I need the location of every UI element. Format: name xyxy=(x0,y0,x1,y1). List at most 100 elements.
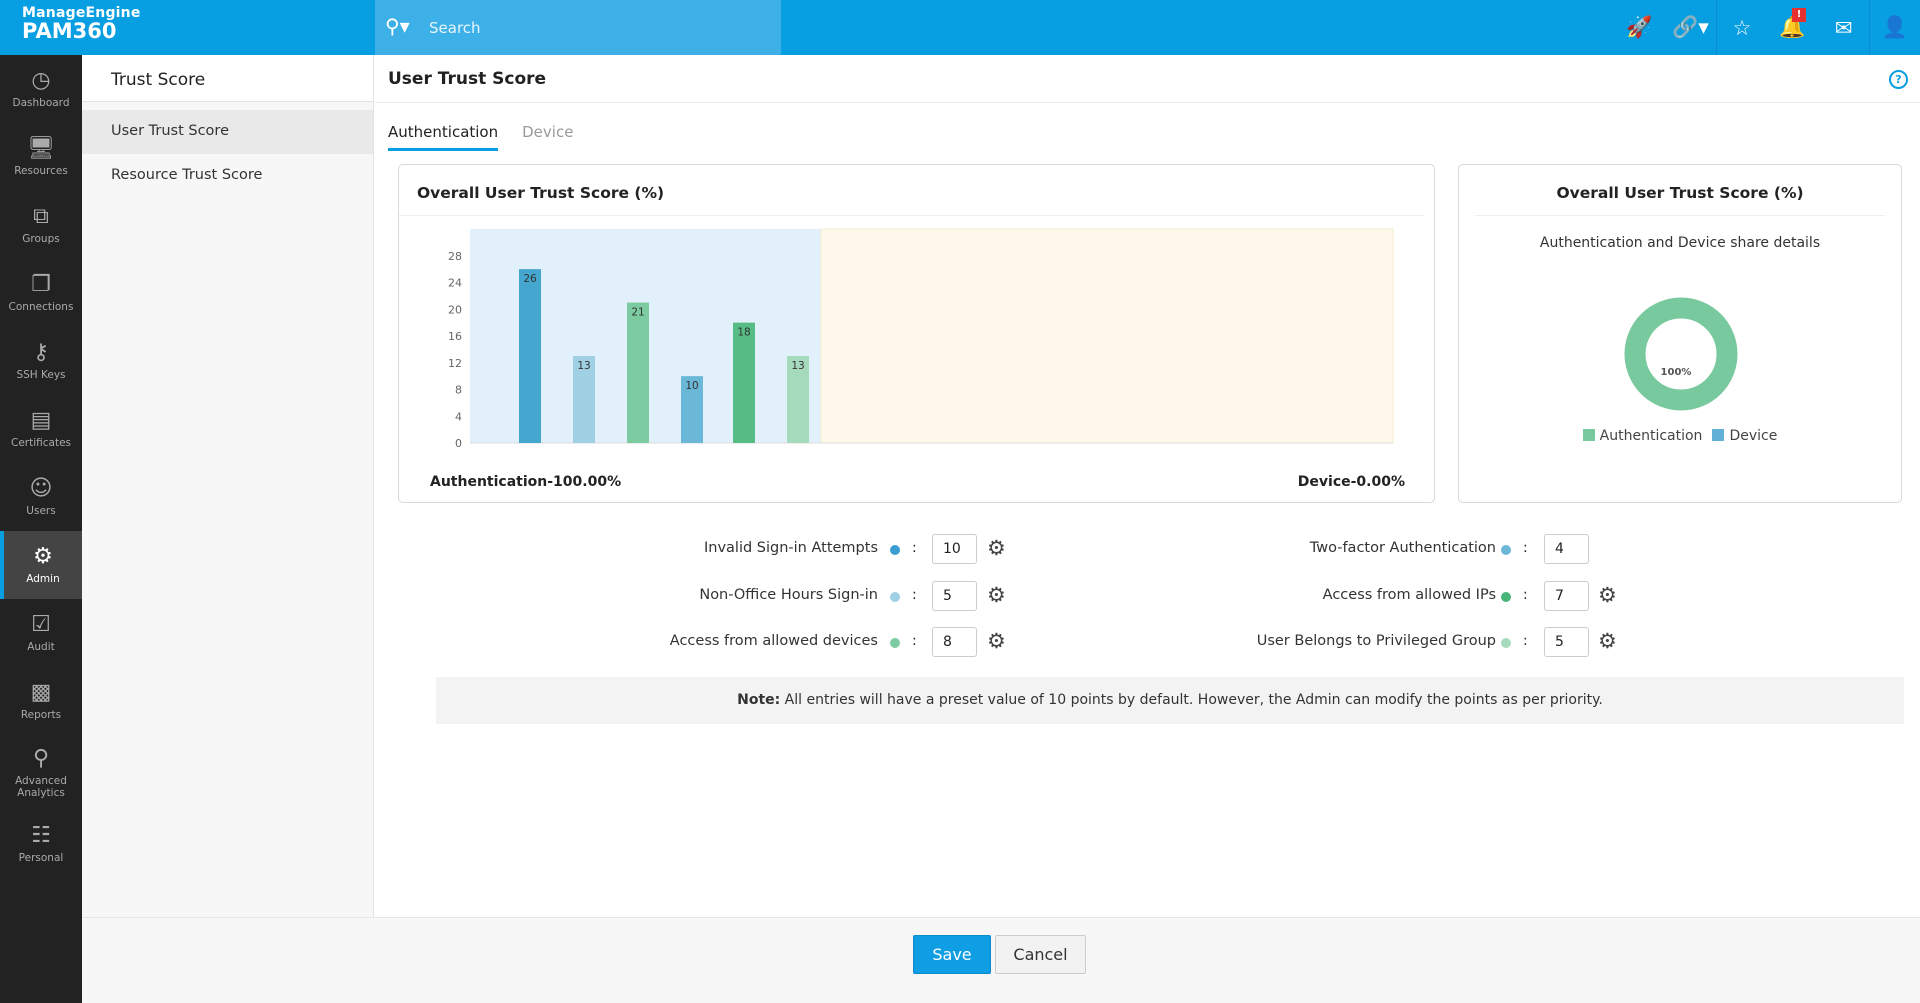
nav-item-groups[interactable]: ⧉ Groups xyxy=(0,191,82,259)
legend-label: Authentication xyxy=(1599,428,1703,444)
nav-item-users[interactable]: ☺ Users xyxy=(0,463,82,531)
search-input[interactable]: ⚲▾ Search xyxy=(375,0,781,55)
search-placeholder: Search xyxy=(429,18,481,37)
bell-icon[interactable]: 🔔! xyxy=(1779,8,1806,39)
nav-label: Resources xyxy=(14,165,68,177)
nav-item-reports[interactable]: ▩ Reports xyxy=(0,667,82,735)
score-input[interactable]: 5 xyxy=(1544,627,1589,657)
separator: : xyxy=(912,587,917,603)
nav-item-dashboard[interactable]: ◷ Dashboard xyxy=(0,55,82,123)
bar[interactable] xyxy=(627,302,649,443)
bar-chart-title: Overall User Trust Score (%) xyxy=(399,165,1424,216)
bar[interactable] xyxy=(573,356,595,443)
y-tick-label: 16 xyxy=(448,330,462,343)
color-dot xyxy=(890,545,900,555)
monitor-icon: 🖥 xyxy=(27,136,55,161)
nav-label: Admin xyxy=(26,573,60,585)
bar[interactable] xyxy=(519,269,541,443)
subnav-item-user-trust-score[interactable]: User Trust Score xyxy=(82,110,373,154)
clipboard-check-icon: ☑ xyxy=(31,612,51,637)
bar-data-label: 10 xyxy=(685,380,698,392)
y-tick-label: 8 xyxy=(455,384,462,397)
bar-data-label: 18 xyxy=(737,327,750,339)
dashboard-icon: ◷ xyxy=(31,68,51,93)
donut-slice-authentication[interactable] xyxy=(1624,297,1738,411)
field-label: Two-factor Authentication xyxy=(1309,540,1496,556)
user-star-icon[interactable]: ☆ xyxy=(1716,0,1767,55)
note-box: Note: All entries will have a preset val… xyxy=(436,677,1904,724)
color-dot xyxy=(1501,638,1511,648)
nav-item-admin[interactable]: ⚙ Admin xyxy=(0,531,82,599)
gear-icon[interactable]: ⚙ xyxy=(1598,629,1617,653)
nav-item-connections[interactable]: ❐ Connections xyxy=(0,259,82,327)
field-label: Access from allowed IPs xyxy=(1322,587,1496,603)
legend-label: Device xyxy=(1729,428,1778,444)
help-icon[interactable]: ? xyxy=(1889,70,1908,89)
link-icon[interactable]: 🔗▾ xyxy=(1672,15,1709,39)
donut-chart-title: Overall User Trust Score (%) xyxy=(1475,165,1885,216)
analytics-icon: ⚲ xyxy=(32,745,50,771)
score-input[interactable]: 4 xyxy=(1544,534,1589,564)
cancel-button[interactable]: Cancel xyxy=(995,935,1086,974)
score-input[interactable]: 7 xyxy=(1544,581,1589,611)
separator: : xyxy=(912,540,917,556)
bar[interactable] xyxy=(733,322,755,443)
certificate-icon: ▤ xyxy=(30,408,52,433)
bar-data-label: 26 xyxy=(523,273,537,285)
logo[interactable]: ManageEngine PAM360 xyxy=(22,5,141,43)
y-tick-label: 12 xyxy=(448,357,462,370)
donut-subtitle: Authentication and Device share details xyxy=(1539,235,1821,251)
y-tick-label: 24 xyxy=(448,277,462,290)
secondary-nav: Trust Score User Trust Score Resource Tr… xyxy=(82,55,374,1003)
nav-label: Personal xyxy=(18,852,64,864)
field-label: User Belongs to Privileged Group xyxy=(1256,633,1496,649)
save-button[interactable]: Save xyxy=(913,935,991,974)
tab-device[interactable]: Device xyxy=(522,123,574,141)
user-icon[interactable]: 👤 xyxy=(1869,0,1920,55)
gear-icon[interactable]: ⚙ xyxy=(1598,583,1617,607)
contact-book-icon: ☷ xyxy=(31,823,51,848)
mail-icon[interactable]: ✉ xyxy=(1834,15,1853,40)
rocket-icon[interactable]: 🚀 xyxy=(1626,15,1653,39)
main-content: User Trust Score ? Authentication Device xyxy=(375,55,1920,1003)
nav-item-audit[interactable]: ☑ Audit xyxy=(0,599,82,667)
main-nav: ◷ Dashboard 🖥 Resources ⧉ Groups ❐ Connections ⚷… xyxy=(0,55,82,1003)
donut-chart-card: Overall User Trust Score (%) Authenticat… xyxy=(1458,164,1902,503)
y-tick-label: 0 xyxy=(455,437,462,450)
nav-item-personal[interactable]: ☷ Personal xyxy=(0,810,82,878)
donut-center-label: 100% xyxy=(1661,367,1692,378)
gear-icon[interactable]: ⚙ xyxy=(987,536,1006,560)
separator: : xyxy=(1523,633,1528,649)
legend-authentication[interactable]: Authentication xyxy=(1582,428,1703,444)
nav-item-ssh-keys[interactable]: ⚷ SSH Keys xyxy=(0,327,82,395)
divider xyxy=(375,102,1920,103)
connections-icon: ❐ xyxy=(31,272,51,297)
alert-badge: ! xyxy=(1792,8,1806,22)
search-icon[interactable]: ⚲▾ xyxy=(385,14,410,38)
bar-data-label: 21 xyxy=(631,307,644,319)
tab-authentication[interactable]: Authentication xyxy=(388,123,499,151)
score-input[interactable]: 10 xyxy=(932,534,977,564)
nav-label: Certificates xyxy=(10,437,71,449)
bar[interactable] xyxy=(787,356,809,443)
score-input[interactable]: 8 xyxy=(932,627,977,657)
nav-item-certificates[interactable]: ▤ Certificates xyxy=(0,395,82,463)
gear-icon[interactable]: ⚙ xyxy=(987,583,1006,607)
bar-data-label: 13 xyxy=(791,360,804,372)
legend-device[interactable]: Device xyxy=(1712,428,1777,444)
nav-item-resources[interactable]: 🖥 Resources xyxy=(0,123,82,191)
nav-label: Connections xyxy=(8,301,74,313)
gear-icon[interactable]: ⚙ xyxy=(987,629,1006,653)
color-dot xyxy=(890,592,900,602)
y-tick-label: 20 xyxy=(448,303,462,316)
bar-chart-icon: ▩ xyxy=(30,680,52,705)
bar[interactable] xyxy=(681,376,703,443)
subnav-item-resource-trust-score[interactable]: Resource Trust Score xyxy=(111,167,263,183)
nav-label: Advanced Analytics xyxy=(15,774,67,799)
score-input[interactable]: 5 xyxy=(932,581,977,611)
field-label: Non-Office Hours Sign-in xyxy=(699,587,878,603)
y-tick-label: 28 xyxy=(448,250,462,263)
nav-label: Audit xyxy=(27,641,55,653)
nav-item-advanced-analytics[interactable]: ⚲ Advanced Analytics xyxy=(0,735,82,810)
logo-product: PAM360 xyxy=(22,19,117,43)
